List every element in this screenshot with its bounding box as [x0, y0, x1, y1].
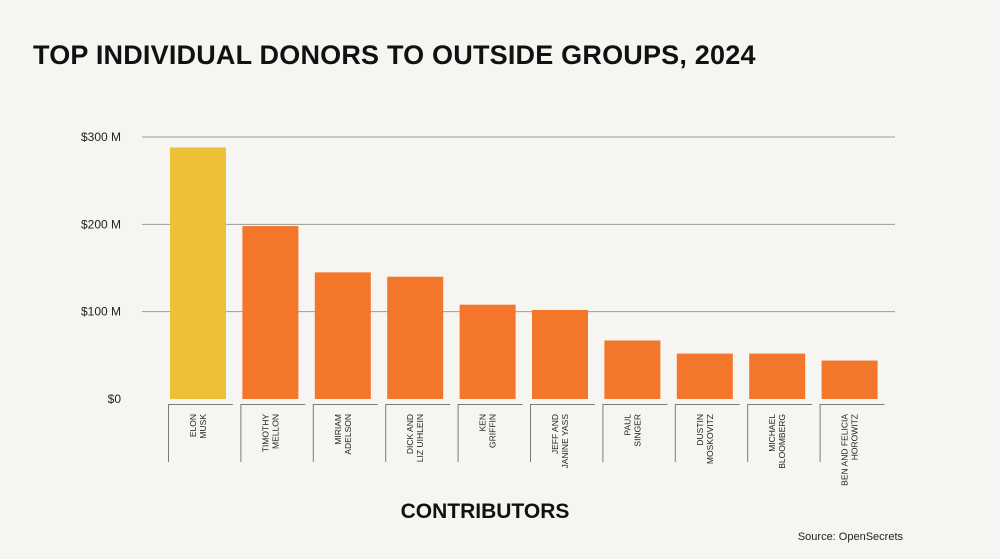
y-tick-label: $300 M [81, 130, 121, 144]
x-tick-label-line: LIZ UIHLEIN [415, 414, 425, 462]
x-tick-label-line: JEFF AND [550, 414, 560, 454]
bar [314, 272, 371, 399]
x-tick-label-line: DICK AND [405, 414, 415, 454]
x-tick-label: DUSTIN MOSKOVITZ [695, 414, 715, 464]
x-tick-label-line: ADELSON [343, 414, 353, 455]
x-tick-label-line: BLOOMBERG [777, 414, 787, 469]
x-tick-label: PAUL SINGER [622, 414, 642, 447]
bar [170, 147, 226, 399]
bar [242, 226, 299, 399]
x-tick-label-line: TIMOTHY [260, 414, 270, 453]
x-tick-label-line: JANINE YASS [560, 414, 570, 469]
chart-title: TOP INDIVIDUAL DONORS TO OUTSIDE GROUPS,… [33, 40, 756, 70]
x-tick-label-line: MELLON [270, 414, 280, 449]
x-tick-label-line: HOROWITZ [850, 414, 860, 460]
bar-chart: $300 M $200 M $100 M $0 ELON MUSK TIMOTHY MELL… [81, 130, 895, 486]
x-tick-label: MICHAEL BLOOMBERG [767, 414, 787, 469]
x-tick-label: DICK AND LIZ UIHLEIN [405, 414, 425, 462]
bar [604, 340, 661, 399]
bar [387, 276, 444, 399]
x-tick-label-line: MOSKOVITZ [705, 414, 715, 464]
bar [676, 353, 733, 399]
bar [749, 353, 806, 399]
x-tick-label-line: DUSTIN [695, 414, 705, 446]
x-tick-label-line: MICHAEL [767, 414, 777, 452]
bars [170, 147, 878, 399]
bar [821, 360, 878, 399]
x-tick-label: TIMOTHY MELLON [260, 414, 280, 453]
x-tick-label-line: SINGER [632, 414, 642, 447]
x-tick-label-line: MUSK [198, 414, 208, 439]
y-axis-tick-labels: $300 M $200 M $100 M $0 [81, 130, 121, 406]
x-tick-label-line: BEN AND FELICIA [840, 414, 850, 486]
y-tick-label: $100 M [81, 305, 121, 319]
x-tick-label: JEFF AND JANINE YASS [550, 414, 570, 469]
x-tick-label: MIRIAM ADELSON [333, 414, 353, 455]
x-tick-label: KEN GRIFFIN [478, 414, 498, 448]
bar [532, 309, 588, 399]
x-tick-label-line: KEN [478, 414, 488, 431]
x-axis-tick-labels: ELON MUSK TIMOTHY MELLON MIRIAM ADELSON DICK A… [168, 404, 885, 486]
y-tick-label: $200 M [81, 217, 121, 231]
source-note: Source: OpenSecrets [797, 531, 903, 543]
y-tick-label: $0 [108, 392, 122, 406]
x-tick-label-line: PAUL [622, 414, 632, 436]
x-tick-label: ELON MUSK [188, 414, 208, 439]
bar [459, 304, 516, 399]
x-tick-label-line: ELON [188, 414, 198, 437]
x-tick-label: BEN AND FELICIA HOROWITZ [840, 414, 860, 486]
x-axis-title: CONTRIBUTORS [400, 500, 570, 523]
x-tick-label-line: MIRIAM [333, 414, 343, 445]
x-tick-label-line: GRIFFIN [488, 414, 498, 448]
